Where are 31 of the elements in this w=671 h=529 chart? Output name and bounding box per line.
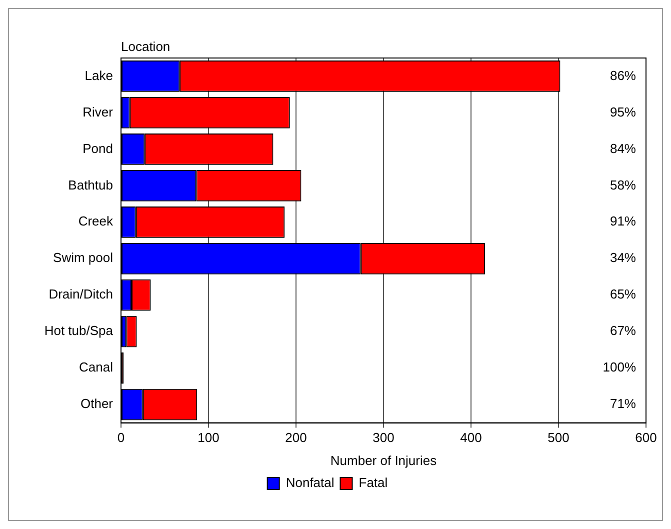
- x-tick-label: 600: [635, 430, 657, 446]
- x-tick-label: 200: [285, 430, 307, 446]
- x-tick-label: 0: [117, 430, 125, 446]
- y-tick-label: Hot tub/Spa: [44, 323, 114, 338]
- y-axis-title: Location: [121, 39, 170, 54]
- legend-label: Nonfatal: [286, 475, 334, 490]
- x-axis-title: Number of Injuries: [330, 452, 438, 468]
- x-tick-label: 400: [460, 430, 482, 446]
- legend-label: Fatal: [358, 475, 388, 490]
- annotation: 86%: [610, 68, 636, 83]
- y-tick-label: Other: [80, 396, 114, 412]
- annotation: 71%: [610, 396, 636, 412]
- annotation: 100%: [602, 360, 636, 375]
- annotation: 34%: [610, 250, 636, 266]
- annotation: 65%: [610, 286, 636, 302]
- x-tick-label: 300: [372, 430, 394, 446]
- y-tick-label: Bathtub: [68, 177, 113, 192]
- annotation: 84%: [610, 140, 636, 156]
- annotation: 58%: [610, 177, 636, 192]
- y-tick-label: Canal: [79, 360, 114, 375]
- y-tick-label: Lake: [84, 68, 113, 83]
- annotation: 95%: [610, 104, 636, 120]
- annotation: 91%: [610, 214, 636, 229]
- y-tick-label: Creek: [78, 214, 114, 229]
- y-tick-label: Swim pool: [53, 250, 114, 266]
- y-tick-label: River: [82, 104, 114, 120]
- x-tick-label: 100: [198, 430, 220, 446]
- x-tick-label: 500: [548, 430, 570, 446]
- y-tick-label: Pond: [82, 140, 113, 156]
- y-tick-label: Drain/Ditch: [48, 286, 113, 302]
- annotation: 67%: [610, 323, 636, 338]
